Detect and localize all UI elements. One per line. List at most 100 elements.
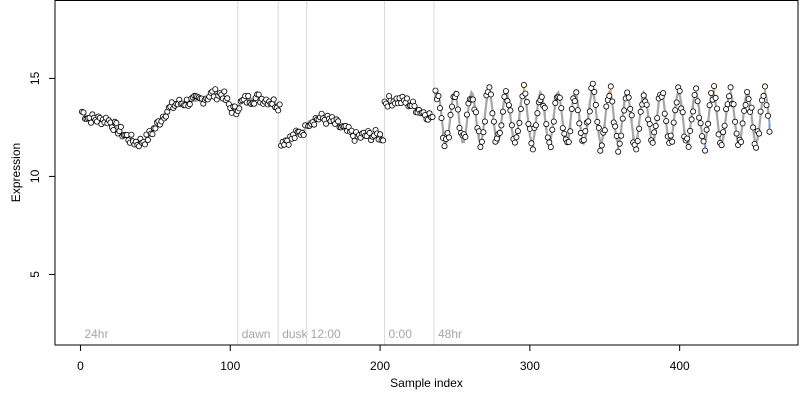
data-point — [633, 146, 640, 153]
data-point — [654, 115, 661, 122]
data-point — [591, 88, 598, 95]
data-point — [745, 96, 752, 103]
data-point — [691, 92, 698, 99]
data-point — [690, 108, 697, 115]
data-point — [291, 134, 298, 141]
data-point — [245, 92, 252, 99]
data-point — [251, 100, 258, 107]
period-label: 12:00 — [311, 327, 341, 341]
data-point — [619, 115, 626, 122]
data-point — [762, 83, 769, 90]
data-point — [567, 128, 574, 135]
data-point — [580, 137, 587, 144]
data-point — [513, 134, 520, 141]
x-tick-label: 300 — [520, 359, 540, 373]
data-point — [538, 94, 545, 101]
data-point — [549, 126, 556, 133]
data-point — [673, 99, 680, 106]
data-point — [276, 101, 283, 108]
data-point — [694, 98, 701, 105]
data-point — [621, 107, 628, 114]
data-point — [766, 128, 773, 135]
data-point — [88, 119, 95, 126]
x-tick-label: 400 — [670, 359, 690, 373]
data-point — [706, 102, 713, 109]
data-point — [616, 140, 623, 147]
data-point — [586, 108, 593, 115]
data-point — [221, 88, 228, 95]
data-point — [113, 119, 120, 126]
data-point — [117, 123, 124, 130]
data-point — [606, 92, 613, 99]
data-point — [447, 111, 454, 118]
data-point — [688, 116, 695, 123]
data-point — [573, 89, 580, 96]
data-point — [128, 131, 135, 138]
period-label: dusk — [282, 327, 308, 341]
data-point — [757, 108, 764, 115]
data-point — [649, 139, 656, 146]
data-point — [556, 94, 563, 101]
data-point — [582, 128, 589, 135]
data-point — [523, 98, 530, 105]
data-point — [712, 94, 719, 101]
data-point — [594, 118, 601, 125]
data-point — [438, 115, 445, 122]
data-point — [550, 118, 557, 125]
data-point — [528, 140, 535, 147]
data-point — [750, 124, 757, 131]
data-point — [212, 86, 219, 93]
data-point — [255, 91, 262, 98]
data-point — [448, 103, 455, 110]
data-point — [436, 105, 443, 112]
data-point — [697, 120, 704, 127]
data-point — [558, 105, 565, 112]
data-point — [687, 127, 694, 134]
data-point — [636, 125, 643, 132]
data-point — [703, 126, 710, 133]
data-point — [456, 124, 463, 131]
data-point — [643, 101, 650, 108]
data-point — [756, 130, 763, 137]
y-axis-label: Expression — [9, 143, 23, 202]
data-point — [508, 122, 515, 129]
data-point — [669, 138, 676, 145]
data-point — [693, 85, 700, 92]
y-tick-label: 15 — [28, 71, 42, 85]
data-point — [651, 129, 658, 136]
data-point — [561, 130, 568, 137]
data-point — [472, 109, 479, 116]
data-point — [603, 103, 610, 110]
data-point — [723, 106, 730, 113]
data-point — [141, 141, 148, 148]
data-point — [499, 108, 506, 115]
data-point — [522, 90, 529, 97]
y-tick-label: 10 — [28, 169, 42, 183]
data-point — [300, 131, 307, 138]
data-point — [517, 106, 524, 113]
data-point — [667, 132, 674, 139]
data-points — [79, 80, 773, 155]
data-point — [685, 143, 692, 150]
data-point — [711, 83, 718, 90]
data-point — [469, 96, 476, 103]
data-point — [507, 107, 514, 114]
data-point — [516, 119, 523, 126]
data-point — [738, 138, 745, 145]
data-point — [628, 112, 635, 119]
data-point — [453, 90, 460, 97]
data-point — [224, 95, 231, 102]
data-point — [152, 125, 159, 132]
data-point — [366, 129, 373, 136]
data-point — [721, 122, 728, 129]
data-point — [490, 118, 497, 125]
data-point — [511, 139, 518, 146]
data-point — [486, 84, 493, 91]
data-point — [609, 98, 616, 105]
data-point — [462, 133, 469, 140]
data-point — [696, 114, 703, 121]
data-point — [529, 146, 536, 153]
data-point — [445, 134, 452, 141]
data-point — [544, 134, 551, 141]
